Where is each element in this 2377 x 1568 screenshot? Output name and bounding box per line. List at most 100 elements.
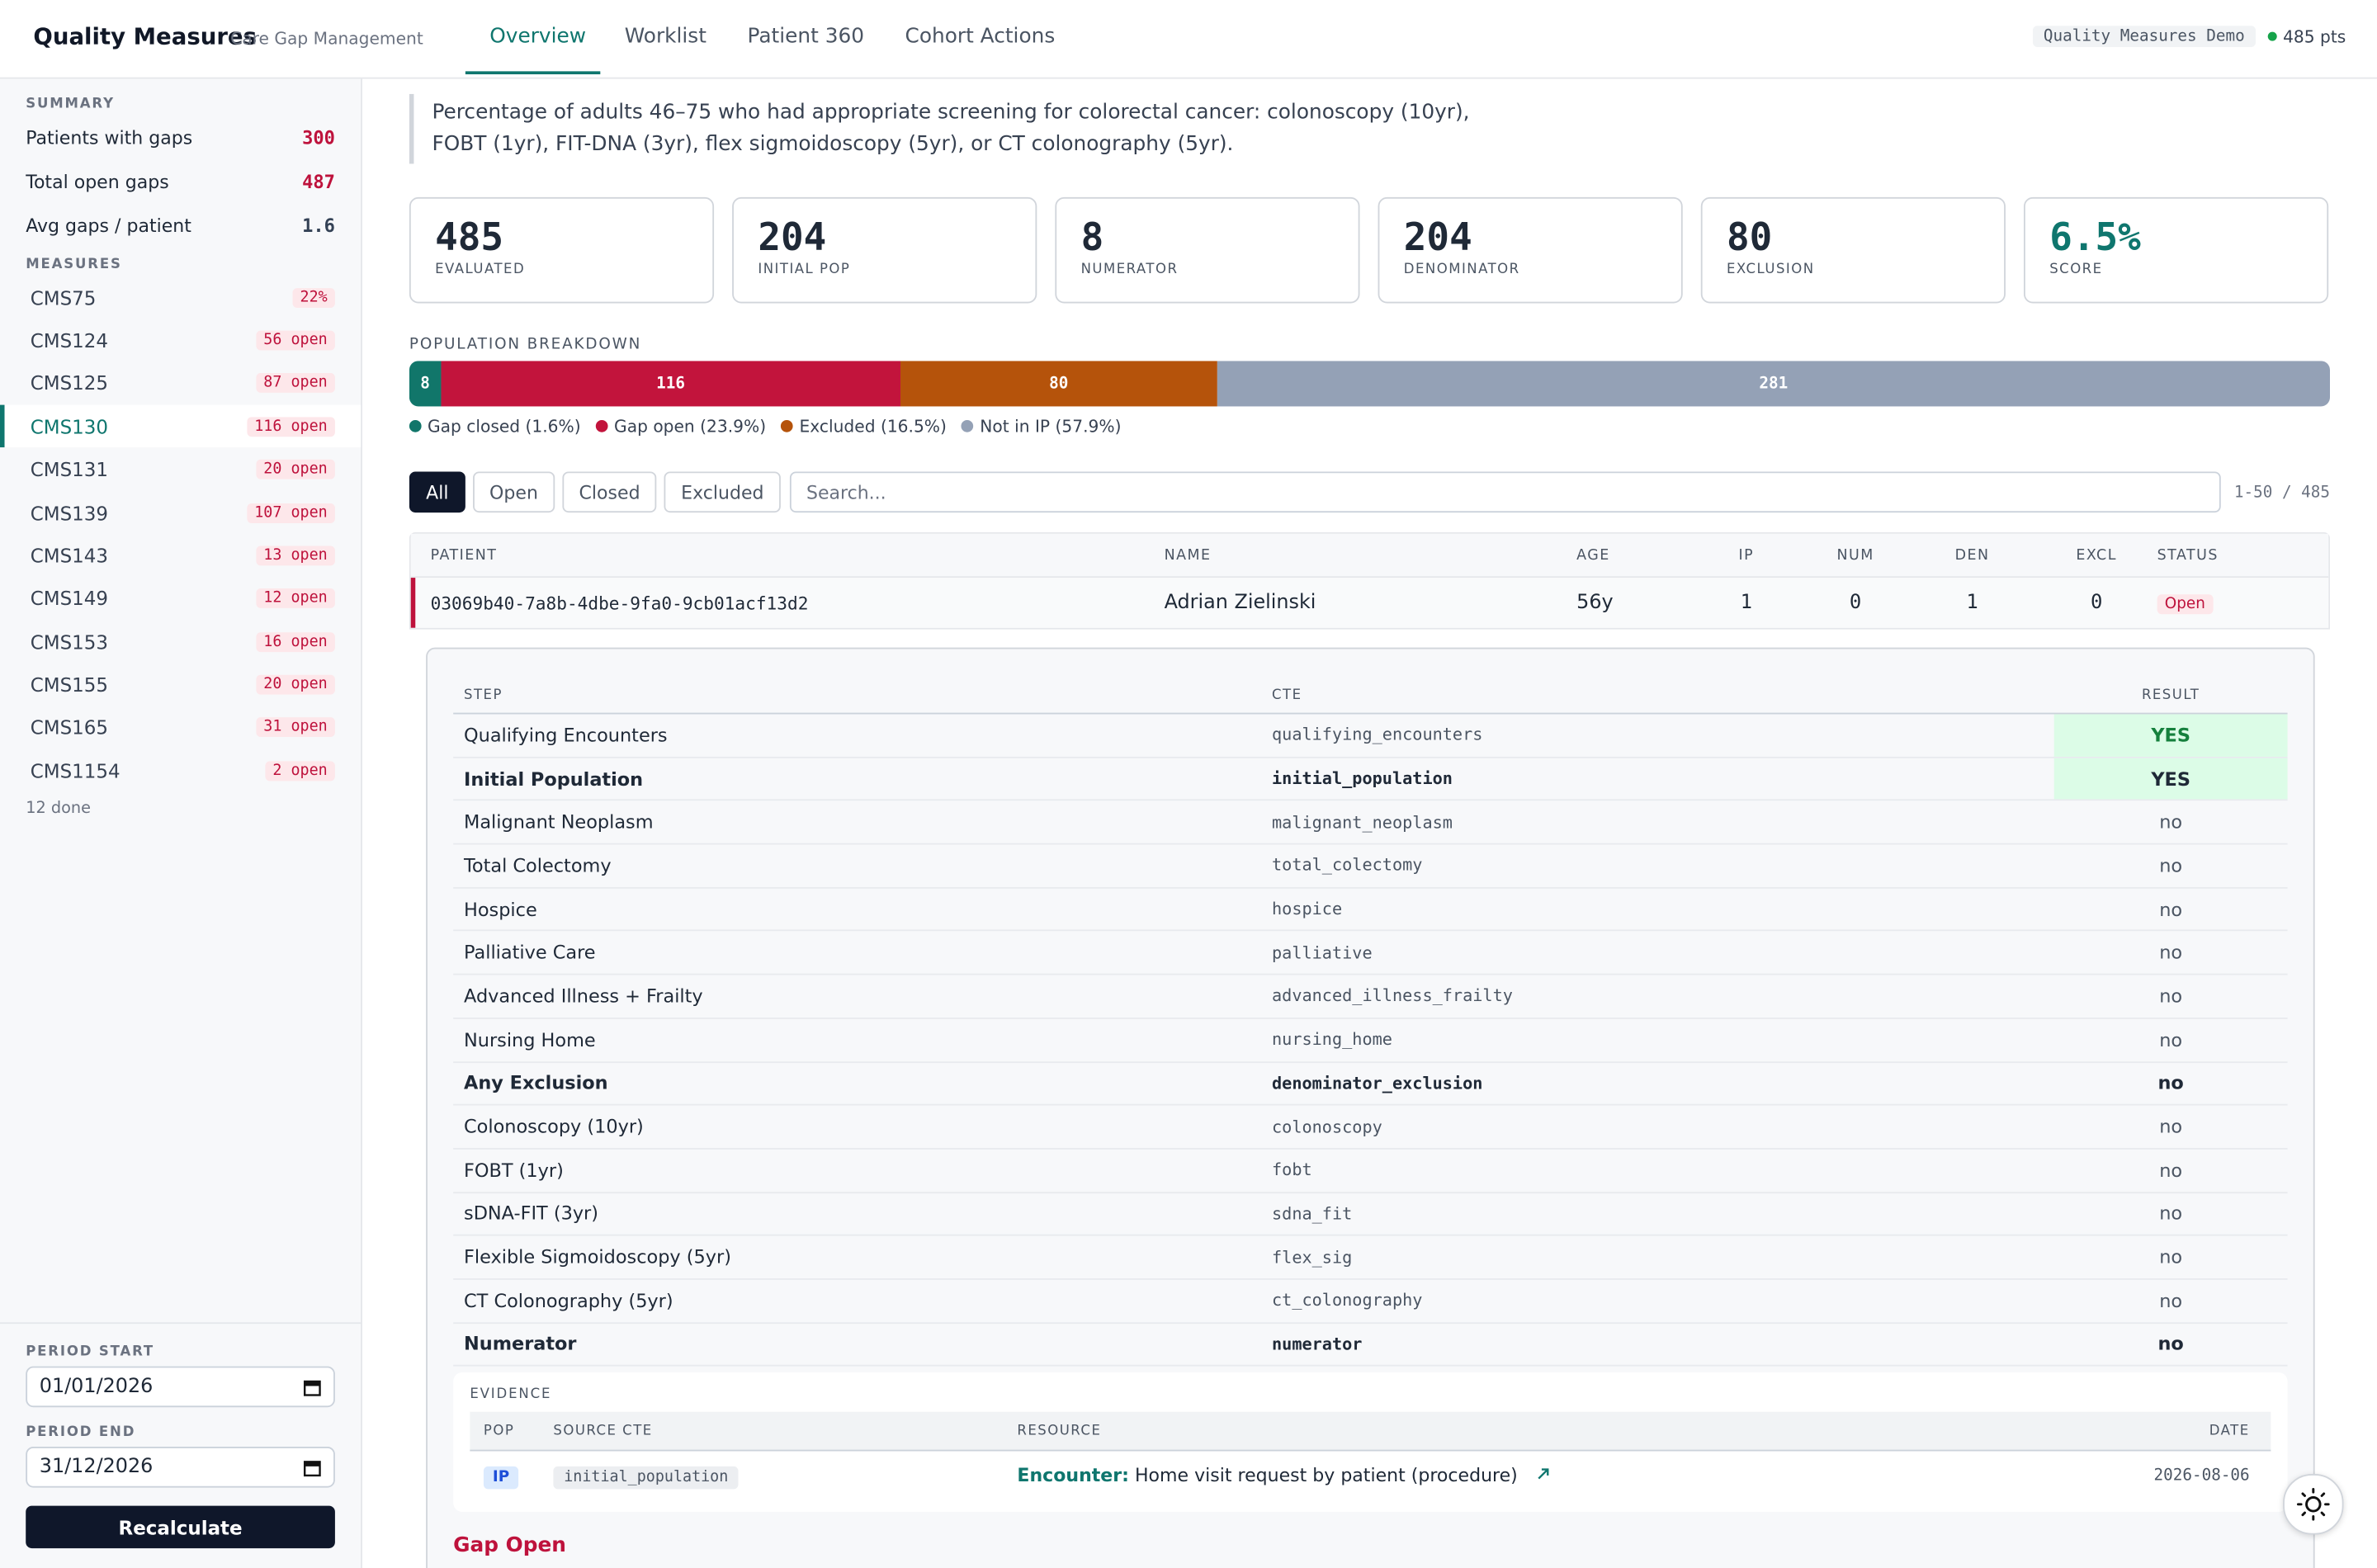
legend-item: Gap open (23.9%) xyxy=(596,417,766,437)
step-cte: advanced_illness_frailty xyxy=(1271,986,1513,1007)
measure-name: CMS130 xyxy=(30,415,108,438)
status-badge: Open xyxy=(2157,594,2214,615)
step-row: CT Colonography (5yr) ct_colonography no xyxy=(453,1280,2288,1324)
nav-tab[interactable]: Patient 360 xyxy=(747,24,865,49)
date-value: 31/12/2026 xyxy=(39,1456,154,1479)
bar-segment: 281 xyxy=(1217,361,2331,407)
date-input[interactable]: 01/01/2026 xyxy=(26,1366,335,1408)
external-link-icon[interactable] xyxy=(1536,1466,1551,1481)
measure-badge: 13 open xyxy=(256,545,335,566)
stat-card: 204 DENOMINATOR xyxy=(1378,196,1683,304)
measure-item[interactable]: CMS124 56 open xyxy=(0,319,361,361)
step-row: Advanced Illness + Frailty advanced_illne… xyxy=(453,975,2288,1019)
summary-value: 1.6 xyxy=(302,215,335,238)
summary-value: 487 xyxy=(302,171,335,193)
measure-item[interactable]: CMS130 116 open xyxy=(0,404,362,448)
summary-row: Total open gaps 487 xyxy=(0,159,361,204)
column-header: RESOURCE xyxy=(1017,1424,1102,1439)
measure-name: CMS131 xyxy=(30,458,108,481)
table-header: PATIENT NAME AGE IP NUM DEN EXCL STATUS xyxy=(410,533,2329,579)
measure-badge: 56 open xyxy=(256,330,335,351)
summary-row: Patients with gaps 300 xyxy=(0,116,361,160)
stat-label: EVALUATED xyxy=(435,262,526,278)
measure-item[interactable]: CMS139 107 open xyxy=(0,491,361,534)
evidence-row: IP initial_population Encounter: Home visi… xyxy=(470,1452,2271,1500)
app-subtitle: Care Gap Management xyxy=(230,28,423,49)
step-row: FOBT (1yr) fobt no xyxy=(453,1150,2288,1193)
measure-item[interactable]: CMS75 22% xyxy=(0,276,361,319)
step-result: no xyxy=(2159,1159,2183,1181)
step-cte: total_colectomy xyxy=(1271,856,1423,876)
patient-row[interactable]: 03069b40-7a8b-4dbe-9fa0-9cb01acf13d2 Adri… xyxy=(410,578,2329,628)
step-name: Numerator xyxy=(464,1334,577,1355)
step-name: Hospice xyxy=(464,898,537,920)
filter-button[interactable]: All xyxy=(409,471,465,513)
step-name: CT Colonography (5yr) xyxy=(464,1290,673,1312)
filter-button[interactable]: Open xyxy=(472,471,555,513)
measure-item[interactable]: CMS125 87 open xyxy=(0,362,361,405)
measure-item[interactable]: CMS149 12 open xyxy=(0,577,361,620)
measure-name: CMS1154 xyxy=(30,759,121,782)
theme-toggle[interactable] xyxy=(2283,1474,2344,1535)
step-name: Initial Population xyxy=(464,767,644,790)
stat-card: 204 INITIAL POP xyxy=(732,196,1037,304)
column-header: IP xyxy=(1738,546,1755,564)
stat-label: EXCLUSION xyxy=(1727,262,1815,278)
summary-label: Patients with gaps xyxy=(26,126,193,149)
cell: initial_population xyxy=(553,1466,1017,1490)
resource-cell: Encounter: Home visit request by patient… xyxy=(1017,1465,2151,1487)
measure-name: CMS155 xyxy=(30,673,108,697)
measure-item[interactable]: CMS143 13 open xyxy=(0,534,361,577)
filter-button[interactable]: Closed xyxy=(562,471,657,513)
nav-tab[interactable]: Overview xyxy=(489,24,586,49)
stat-value: 485 xyxy=(435,215,504,260)
evidence-header: POP SOURCE CTE RESOURCE DATE xyxy=(470,1412,2271,1452)
step-name: Total Colectomy xyxy=(464,855,612,876)
resource-link[interactable]: Home visit request by patient (procedure… xyxy=(1134,1465,1518,1487)
step-cte: flex_sig xyxy=(1271,1247,1353,1268)
step-row: Qualifying Encounters qualifying_encounte… xyxy=(453,714,2288,758)
nav-tab[interactable]: Cohort Actions xyxy=(905,24,1056,49)
stat-value: 204 xyxy=(758,215,827,260)
measure-name: CMS75 xyxy=(30,286,97,309)
stat-value: 204 xyxy=(1403,215,1472,260)
top-bar: Quality Measures Care Gap Management Overv… xyxy=(0,0,2377,79)
date-input[interactable]: 31/12/2026 xyxy=(26,1446,335,1488)
step-cte: hospice xyxy=(1271,899,1343,919)
table-cell: Open xyxy=(2157,592,2329,615)
stat-value: 6.5% xyxy=(2049,215,2141,260)
measure-item[interactable]: CMS155 20 open xyxy=(0,664,361,706)
filter-button[interactable]: Excluded xyxy=(664,471,781,513)
measure-name: CMS139 xyxy=(30,501,108,524)
demo-badge: Quality Measures Demo xyxy=(2033,26,2256,47)
column-header: EXCL xyxy=(2076,546,2117,564)
summary-label: Avg gaps / patient xyxy=(26,215,191,238)
step-result: no xyxy=(2157,1072,2184,1094)
points: 485 pts xyxy=(2268,27,2346,47)
search-input[interactable]: Search... xyxy=(789,471,2221,513)
measure-item[interactable]: CMS1154 2 open xyxy=(0,749,361,792)
step-row: Colonoscopy (10yr) colonoscopy no xyxy=(453,1106,2288,1150)
step-row: Malignant Neoplasm malignant_neoplasm no xyxy=(453,801,2288,845)
measure-item[interactable]: CMS153 16 open xyxy=(0,621,361,664)
recalculate-button[interactable]: Recalculate xyxy=(26,1505,335,1549)
measure-item[interactable]: CMS165 31 open xyxy=(0,706,361,749)
measure-item[interactable]: CMS131 20 open xyxy=(0,448,361,491)
legend-item: Not in IP (57.9%) xyxy=(962,417,1121,437)
resource-type: Encounter: xyxy=(1017,1465,1129,1487)
sidebar: SUMMARY Patients with gaps 300 Total open g… xyxy=(0,78,362,1568)
nav-tab[interactable]: Worklist xyxy=(624,24,706,49)
step-row: sDNA-FIT (3yr) sdna_fit no xyxy=(453,1193,2288,1237)
section-label: SUMMARY xyxy=(26,97,115,112)
measure-description: Percentage of adults 46–75 who had appro… xyxy=(409,93,1496,164)
step-cte: initial_population xyxy=(1271,768,1453,789)
step-result: no xyxy=(2159,942,2183,964)
field-label: PERIOD START xyxy=(26,1344,155,1361)
measure-badge: 116 open xyxy=(247,416,335,437)
breakdown-bar: 8 116 80 281 xyxy=(409,361,2331,407)
steps-header: STEP CTE RESULT xyxy=(453,670,2288,715)
evidence-date: 2026-08-06 xyxy=(2153,1466,2250,1485)
stat-label: NUMERATOR xyxy=(1080,262,1179,278)
stat-label: DENOMINATOR xyxy=(1403,262,1520,278)
step-result: no xyxy=(2159,1029,2183,1051)
